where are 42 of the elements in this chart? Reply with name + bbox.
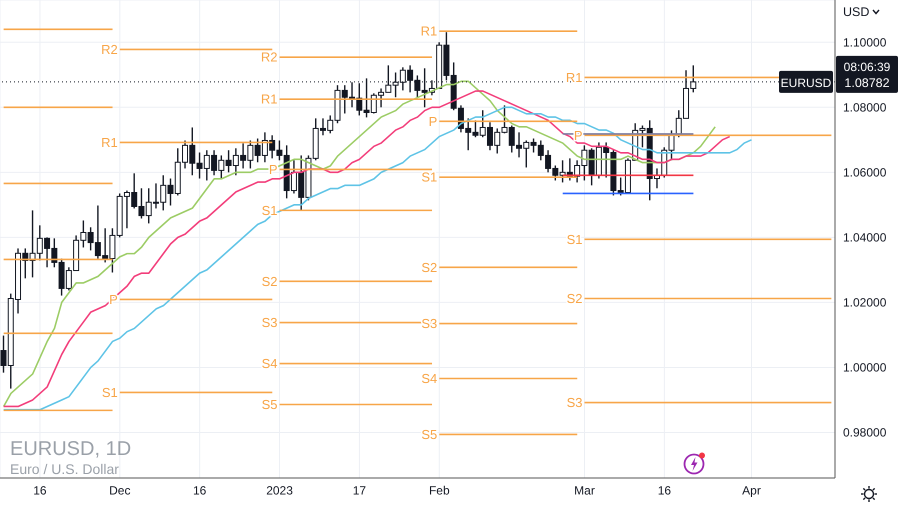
x-tick-label: Dec bbox=[109, 484, 130, 498]
series-label: S1 bbox=[421, 170, 438, 185]
x-tick-label: 16 bbox=[33, 484, 47, 498]
series-label: R1 bbox=[260, 92, 278, 107]
y-tick-label: 1.02000 bbox=[843, 296, 887, 310]
series-label: S5 bbox=[421, 426, 438, 442]
y-axis-title: USD bbox=[843, 5, 870, 19]
series-label: S5 bbox=[262, 397, 278, 412]
x-tick-label: 16 bbox=[658, 484, 672, 498]
series-label: R1 bbox=[566, 70, 582, 85]
ref-line-label: 1.08782 bbox=[844, 76, 890, 90]
text: 08:06:39 bbox=[844, 60, 891, 74]
series-label: S2 bbox=[262, 274, 278, 289]
series-label: R2 bbox=[260, 50, 278, 65]
y-tick-label: 1.04000 bbox=[843, 230, 887, 245]
y-tick-label: 1.10000 bbox=[843, 36, 887, 50]
series-label: S3 bbox=[566, 395, 582, 410]
y-tick-label: 1.06000 bbox=[843, 166, 887, 180]
x-tick-label: 17 bbox=[352, 484, 366, 498]
x-tick-label: Apr bbox=[742, 484, 761, 498]
x-tick-label: Mar bbox=[574, 484, 595, 498]
series-label: S3 bbox=[262, 315, 278, 330]
text: Euro / U.S. Dollar bbox=[10, 460, 120, 478]
annotation: EURUSD bbox=[780, 76, 832, 90]
y-tick-label: 1.00000 bbox=[843, 360, 887, 375]
series-label: S1 bbox=[102, 384, 118, 400]
text: EURUSD, 1D bbox=[10, 438, 132, 460]
y-tick-label: 0.98000 bbox=[843, 426, 887, 440]
x-tick-label: Feb bbox=[428, 484, 450, 498]
x-tick-label: 16 bbox=[192, 484, 207, 498]
series-label: S2 bbox=[566, 291, 582, 306]
series-label: S1 bbox=[566, 232, 582, 247]
series-label: S2 bbox=[421, 260, 438, 275]
x-tick-label: 2023 bbox=[266, 484, 294, 498]
y-tick-label: 1.08000 bbox=[843, 100, 887, 115]
series-label: S4 bbox=[421, 371, 438, 386]
series-label: S4 bbox=[262, 356, 278, 372]
series-label: S1 bbox=[262, 202, 278, 218]
series-label: R1 bbox=[420, 24, 438, 39]
series-label: P bbox=[428, 114, 438, 129]
series-label: R2 bbox=[101, 42, 118, 57]
series-label: R1 bbox=[101, 134, 118, 150]
